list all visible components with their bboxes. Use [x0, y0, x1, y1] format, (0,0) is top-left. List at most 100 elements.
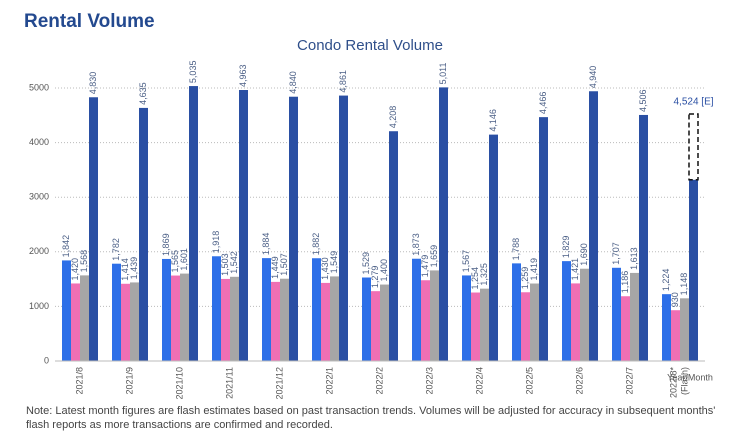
y-tick-label: 1000	[29, 301, 49, 311]
x-tick-label: 2021/10	[174, 367, 184, 400]
value-label: 1,439	[129, 257, 139, 280]
bar	[480, 288, 489, 361]
bar	[589, 91, 598, 361]
bar	[171, 275, 180, 361]
x-tick-label: 2021/11	[224, 367, 234, 399]
bar	[512, 263, 521, 361]
bar	[430, 270, 439, 361]
x-tick-label: 2022/7	[624, 367, 634, 395]
value-label: 4,840	[288, 71, 298, 94]
value-label: 4,635	[138, 82, 148, 105]
bar	[230, 276, 239, 361]
value-label: 1,148	[679, 273, 689, 296]
value-label: 1,414	[120, 258, 130, 281]
bar	[521, 292, 530, 361]
y-tick-label: 3000	[29, 192, 49, 202]
y-tick-label: 4000	[29, 137, 49, 147]
value-label: 4,940	[588, 66, 598, 89]
value-label: 5,035	[188, 61, 198, 84]
x-tick-label: 2022/1	[324, 367, 334, 395]
value-label: 1,659	[429, 245, 439, 268]
bar	[412, 258, 421, 361]
bar	[371, 291, 380, 361]
value-label: 5,011	[438, 63, 448, 85]
value-label: 1,918	[211, 231, 221, 254]
estimate-label: 4,524 [E]	[673, 97, 713, 108]
bar	[680, 298, 689, 361]
bar	[639, 114, 648, 361]
x-tick-label: 2022/5	[524, 367, 534, 395]
bar	[312, 258, 321, 361]
bar	[121, 283, 130, 361]
bar	[530, 283, 539, 361]
value-label: 1,507	[279, 253, 289, 276]
value-label: 1,479	[420, 255, 430, 278]
bar	[212, 256, 221, 361]
bar	[71, 283, 80, 361]
value-label: 1,449	[270, 256, 280, 279]
bar	[289, 96, 298, 361]
bar	[80, 275, 89, 361]
bar	[239, 90, 248, 362]
value-label: 1,503	[220, 253, 230, 276]
value-label: 1,542	[229, 251, 239, 274]
bar	[162, 258, 171, 361]
bar	[330, 276, 339, 361]
bar	[662, 294, 671, 361]
value-label: 1,430	[320, 257, 330, 280]
estimate-box	[688, 113, 699, 181]
bar	[139, 107, 148, 362]
bar	[580, 268, 589, 361]
value-label: 1,400	[379, 259, 389, 282]
bar	[671, 310, 680, 361]
value-label: 1,884	[261, 233, 271, 256]
x-tick-label: 2022/3	[424, 367, 434, 395]
value-label: 1,254	[470, 267, 480, 290]
value-label: 1,782	[111, 238, 121, 261]
bar	[621, 296, 630, 361]
value-label: 1,842	[61, 235, 71, 258]
x-axis-label: Year/Month	[667, 372, 713, 382]
bar	[612, 267, 621, 361]
value-label: 4,208	[388, 106, 398, 129]
bar	[362, 277, 371, 361]
value-label: 1,707	[611, 242, 621, 265]
value-label: 1,690	[579, 243, 589, 266]
bar	[571, 283, 580, 361]
bar	[380, 284, 389, 361]
x-tick-label: 2021/12	[274, 367, 284, 400]
x-tick-label: 2022/2	[374, 367, 384, 395]
x-tick-label: 2021/8	[74, 367, 84, 395]
value-label: 1,279	[370, 266, 380, 289]
bar	[539, 117, 548, 361]
bar	[221, 278, 230, 361]
bar	[130, 282, 139, 361]
bar	[689, 179, 698, 361]
bar	[321, 282, 330, 361]
bar	[62, 260, 71, 361]
y-tick-label: 5000	[29, 82, 49, 92]
value-label: 1,419	[529, 258, 539, 281]
value-label: 1,869	[161, 233, 171, 256]
value-label: 930	[670, 292, 680, 307]
value-label: 1,601	[179, 248, 189, 271]
value-label: 4,963	[238, 64, 248, 87]
x-tick-label: 2021/9	[124, 367, 134, 395]
y-tick-label: 2000	[29, 246, 49, 256]
value-label: 1,567	[461, 250, 471, 273]
bar	[421, 280, 430, 361]
bar	[339, 95, 348, 362]
bar	[271, 281, 280, 361]
value-label: 1,224	[661, 269, 671, 292]
page-title: Rental Volume	[24, 11, 155, 32]
value-label: 1,549	[329, 251, 339, 274]
value-label: 1,259	[520, 267, 530, 290]
value-label: 4,146	[488, 109, 498, 132]
bar	[180, 273, 189, 361]
bar	[189, 86, 198, 361]
value-label: 1,568	[79, 250, 89, 273]
value-label: 1,829	[561, 236, 571, 259]
bar	[471, 292, 480, 361]
value-label: 1,882	[311, 233, 321, 256]
